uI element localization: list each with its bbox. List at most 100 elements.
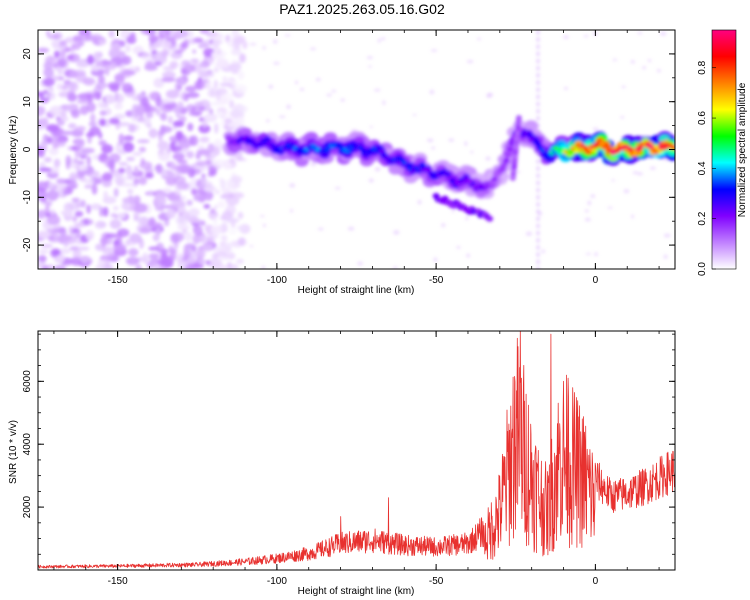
- noise-blob: [79, 105, 89, 116]
- noise-blob: [74, 148, 81, 159]
- noise-speck: [477, 37, 482, 41]
- noise-blob: [230, 108, 241, 119]
- noise-blob: [229, 263, 239, 269]
- noise-blob: [205, 259, 211, 266]
- noise-blob: [177, 252, 183, 261]
- noise-speck: [517, 170, 521, 174]
- noise-blob: [175, 130, 184, 140]
- noise-blob: [217, 201, 226, 208]
- noise-blob: [219, 82, 233, 87]
- noise-blob: [65, 155, 72, 166]
- noise-speck: [249, 245, 254, 248]
- snr-panel: -150 -100 -50 0 2000 4000 6000 Height of stra…: [8, 330, 676, 597]
- noise-blob: [123, 142, 135, 153]
- noise-blob: [179, 195, 187, 201]
- noise-blob: [73, 158, 78, 164]
- noise-blob: [66, 103, 79, 111]
- noise-blob: [118, 133, 125, 144]
- colorbar-tick-label: 0.2: [697, 211, 708, 225]
- noise-blob: [89, 113, 96, 124]
- noise-blob: [53, 264, 67, 269]
- ridge-blob: [636, 146, 643, 151]
- noise-blob: [63, 79, 72, 86]
- noise-blob: [227, 179, 235, 188]
- noise-blob: [75, 165, 81, 173]
- snr-x-tick-label: 0: [593, 576, 599, 587]
- ridge-rise-blob: [515, 114, 522, 121]
- artifact-stripe: [536, 259, 541, 265]
- noise-blob: [90, 65, 100, 72]
- noise-blob: [90, 203, 102, 211]
- noise-blob: [187, 122, 194, 132]
- noise-blob: [148, 246, 160, 251]
- noise-speck: [340, 98, 345, 102]
- noise-blob: [201, 73, 215, 78]
- noise-blob: [157, 151, 171, 162]
- noise-speck: [315, 77, 321, 82]
- noise-blob: [76, 98, 91, 105]
- noise-blob: [41, 117, 49, 127]
- noise-blob: [43, 93, 49, 99]
- noise-speck: [259, 215, 265, 218]
- artifact-stripe: [536, 187, 541, 193]
- noise-blob: [94, 53, 102, 60]
- noise-speck: [417, 199, 422, 205]
- noise-blob: [148, 34, 159, 43]
- noise-speck: [310, 161, 317, 167]
- noise-blob: [230, 48, 242, 56]
- noise-blob: [64, 209, 74, 217]
- noise-blob: [155, 108, 161, 116]
- noise-blob: [118, 167, 126, 173]
- noise-speck: [466, 59, 474, 64]
- noise-speck: [426, 138, 434, 143]
- noise-blob: [153, 195, 167, 207]
- noise-blob: [214, 122, 219, 134]
- snr-x-label: Height of straight line (km): [298, 586, 415, 597]
- noise-blob: [113, 93, 125, 104]
- noise-blob: [236, 224, 246, 231]
- noise-speck: [663, 233, 671, 238]
- noise-blob: [164, 218, 170, 227]
- noise-blob: [86, 30, 92, 37]
- noise-blob: [198, 124, 211, 134]
- figure-title: PAZ1.2025.263.05.16.G02: [279, 1, 445, 17]
- noise-blob: [117, 228, 130, 238]
- noise-blob: [102, 60, 112, 66]
- noise-blob: [125, 256, 140, 266]
- noise-blob: [44, 201, 52, 208]
- noise-blob: [75, 125, 86, 132]
- noise-blob: [77, 160, 85, 166]
- noise-blob: [79, 164, 88, 171]
- noise-speck: [585, 252, 592, 256]
- noise-speck: [366, 55, 373, 60]
- colorbar-ticks: 0.0 0.2 0.4 0.6 0.8: [697, 60, 716, 276]
- noise-blob: [88, 121, 97, 127]
- noise-blob: [79, 150, 89, 156]
- colorbar-tick-label: 0.0: [697, 262, 708, 276]
- noise-blob: [116, 212, 127, 219]
- noise-blob: [237, 237, 246, 246]
- noise-blob: [213, 146, 220, 156]
- noise-blob: [213, 79, 219, 89]
- noise-blob: [228, 227, 237, 235]
- noise-blob: [45, 124, 60, 132]
- ridge-blob: [535, 142, 542, 148]
- artifact-stripe: [536, 180, 541, 186]
- noise-blob: [101, 174, 107, 182]
- noise-blob: [183, 38, 189, 45]
- noise-blob: [102, 246, 114, 255]
- noise-blob: [133, 203, 148, 213]
- noise-blob: [122, 69, 136, 76]
- noise-speck: [249, 42, 257, 46]
- noise-blob: [72, 215, 78, 223]
- noise-blob: [95, 264, 110, 269]
- noise-blob: [205, 159, 212, 166]
- noise-speck: [637, 31, 643, 35]
- noise-blob: [219, 255, 231, 261]
- noise-blob: [138, 238, 145, 250]
- noise-blob: [125, 165, 133, 176]
- noise-blob: [172, 105, 180, 114]
- noise-speck: [351, 128, 358, 133]
- spectrogram-x-tick-label: 0: [593, 275, 599, 286]
- noise-speck: [525, 231, 533, 236]
